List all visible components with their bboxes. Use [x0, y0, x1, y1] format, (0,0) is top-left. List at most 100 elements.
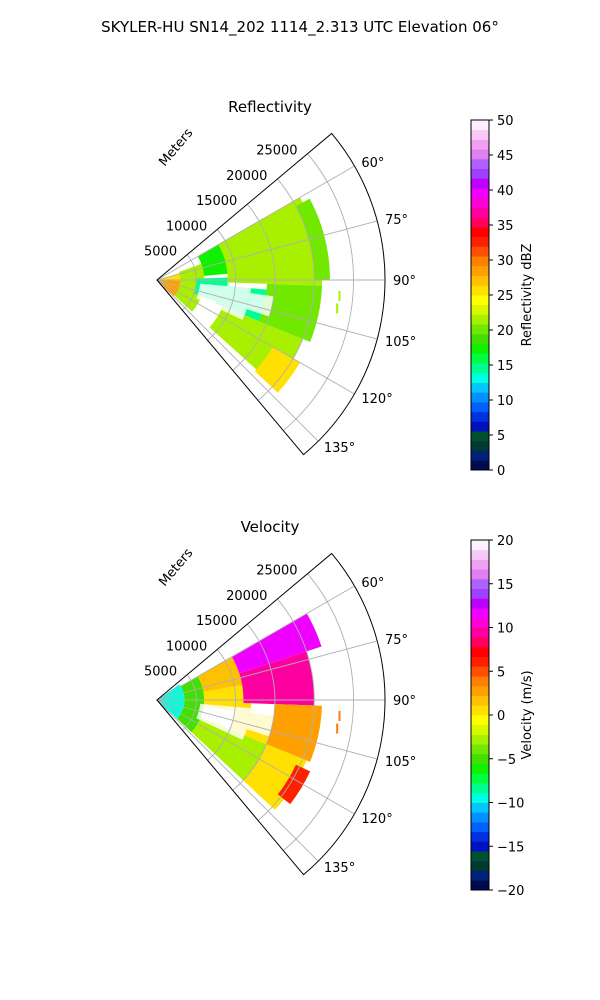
reflectivity-range-tick-label: 15000 [196, 194, 237, 209]
reflectivity-colorbar-segment [471, 295, 489, 306]
reflectivity-speck [338, 290, 341, 301]
reflectivity-angle-gridline [156, 220, 378, 281]
velocity-colorbar-segment [471, 676, 489, 687]
velocity-colorbar-tick-label: 15 [497, 578, 514, 593]
reflectivity-angle-tick-label: 135° [324, 441, 355, 456]
reflectivity-angle-tick-label: 105° [385, 335, 416, 350]
velocity-range-tick-label: 5000 [144, 665, 177, 680]
reflectivity-colorbar-tick-label: 35 [497, 219, 514, 234]
velocity-range-tick-label: 10000 [166, 639, 207, 654]
reflectivity-speck [336, 303, 339, 314]
reflectivity-colorbar-segment [471, 139, 489, 150]
reflectivity-colorbar-segment [471, 178, 489, 189]
velocity-angle-tick-label: 120° [361, 812, 392, 827]
reflectivity-colorbar-segment [471, 129, 489, 140]
reflectivity-sector [295, 198, 330, 280]
reflectivity-sector [254, 346, 300, 393]
reflectivity-range-tick-label: 10000 [166, 219, 207, 234]
velocity-colorbar-segment [471, 773, 489, 784]
reflectivity-colorbar-segment [471, 236, 489, 247]
reflectivity-sector [157, 280, 181, 297]
velocity-angle-gridline [156, 699, 355, 815]
velocity-colorbar-tick-label: 10 [497, 622, 514, 637]
reflectivity-gap [196, 283, 251, 320]
reflectivity-colorbar-segment [471, 256, 489, 267]
velocity-angle-tick-label: 90° [393, 694, 416, 709]
reflectivity-colorbar-tick-label: 15 [497, 359, 514, 374]
reflectivity-colorbar-segment [471, 168, 489, 179]
reflectivity-range-tick-label: 5000 [144, 245, 177, 260]
velocity-colorbar-segment [471, 734, 489, 745]
reflectivity-colorbar-tick-label: 25 [497, 289, 514, 304]
velocity-colorbar-segment [471, 656, 489, 667]
reflectivity-colorbar-segment [471, 149, 489, 160]
velocity-range-ring [232, 623, 276, 791]
velocity-colorbar-segment [471, 870, 489, 881]
velocity-colorbar-tick-label: −10 [497, 797, 524, 812]
velocity-range-axis-label: Meters [156, 546, 196, 590]
chart-panels: Reflectivity500010000150002000025000Mete… [144, 98, 535, 899]
reflectivity-colorbar-segment [471, 246, 489, 257]
reflectivity-angle-gridline [156, 165, 355, 281]
velocity-colorbar-tick-label: −5 [497, 753, 516, 768]
reflectivity-colorbar-segment [471, 207, 489, 218]
reflectivity-colorbar-tick-label: 20 [497, 324, 514, 339]
reflectivity-colorbar-segment [471, 304, 489, 315]
reflectivity-colorbar-segment [471, 275, 489, 286]
reflectivity-colorbar-segment [471, 363, 489, 374]
velocity-colorbar-segment [471, 588, 489, 599]
velocity-colorbar-segment [471, 831, 489, 842]
reflectivity-colorbar-tick-label: 50 [497, 114, 514, 129]
velocity-frame [156, 552, 386, 876]
reflectivity-colorbar-segment [471, 401, 489, 413]
velocity-angle-gridline [156, 699, 378, 760]
velocity-sector [157, 684, 185, 719]
velocity-sector [239, 651, 315, 706]
velocity-colorbar-segment [471, 666, 489, 677]
figure-suptitle: SKYLER-HU SN14_202 1114_2.313 UTC Elevat… [101, 18, 499, 37]
reflectivity-colorbar-segment [471, 460, 489, 471]
reflectivity-colorbar-segment [471, 324, 489, 335]
velocity-colorbar-segment [471, 705, 489, 716]
reflectivity-colorbar: 0 5 10 15 20 25 30 35 40 45 50 Reflectivity dBZ [470, 114, 535, 479]
velocity-speck [338, 710, 341, 721]
velocity-gap [246, 713, 274, 737]
velocity-range-tick-label: 15000 [196, 614, 237, 629]
reflectivity-colorbar-segment [471, 158, 489, 170]
velocity-colorbar-segment [471, 646, 489, 658]
velocity-colorbar-tick-label: −15 [497, 840, 524, 855]
reflectivity-colorbar-tick-label: 40 [497, 184, 514, 199]
velocity-gap [196, 703, 251, 740]
velocity-colorbar-label: Velocity (m/s) [520, 670, 535, 759]
velocity-range-ring [283, 573, 355, 851]
reflectivity-colorbar-segment [471, 197, 489, 208]
reflectivity-data [157, 197, 341, 393]
velocity-data [157, 613, 341, 810]
velocity-colorbar-tick-label: 20 [497, 534, 514, 549]
velocity-range-ring [257, 598, 315, 821]
reflectivity-colorbar-segment [471, 217, 489, 228]
velocity-sector [277, 764, 311, 805]
reflectivity-angle-tick-label: 120° [361, 392, 392, 407]
velocity-colorbar-segment [471, 617, 489, 628]
velocity-colorbar-segment [471, 608, 489, 619]
velocity-angle-gridline [156, 640, 378, 701]
reflectivity-colorbar-segment [471, 265, 489, 276]
reflectivity-title: Reflectivity [228, 98, 312, 116]
reflectivity-range-tick-label: 25000 [256, 144, 297, 159]
velocity-sector [243, 744, 307, 810]
velocity-sector [266, 704, 323, 762]
reflectivity-colorbar-tick-label: 45 [497, 149, 514, 164]
reflectivity-colorbar-segment [471, 285, 489, 296]
velocity-colorbar-segment [471, 578, 489, 590]
velocity-angle-tick-label: 75° [385, 633, 408, 648]
velocity-colorbar-segment [471, 860, 489, 871]
reflectivity-colorbar-segment [471, 440, 489, 451]
velocity-colorbar-segment [471, 569, 489, 580]
reflectivity-sector [259, 283, 323, 342]
reflectivity-colorbar-segment [471, 314, 489, 325]
velocity-colorbar-segment [471, 821, 489, 833]
reflectivity-colorbar-segment [471, 226, 489, 238]
velocity-colorbar-segment [471, 812, 489, 823]
